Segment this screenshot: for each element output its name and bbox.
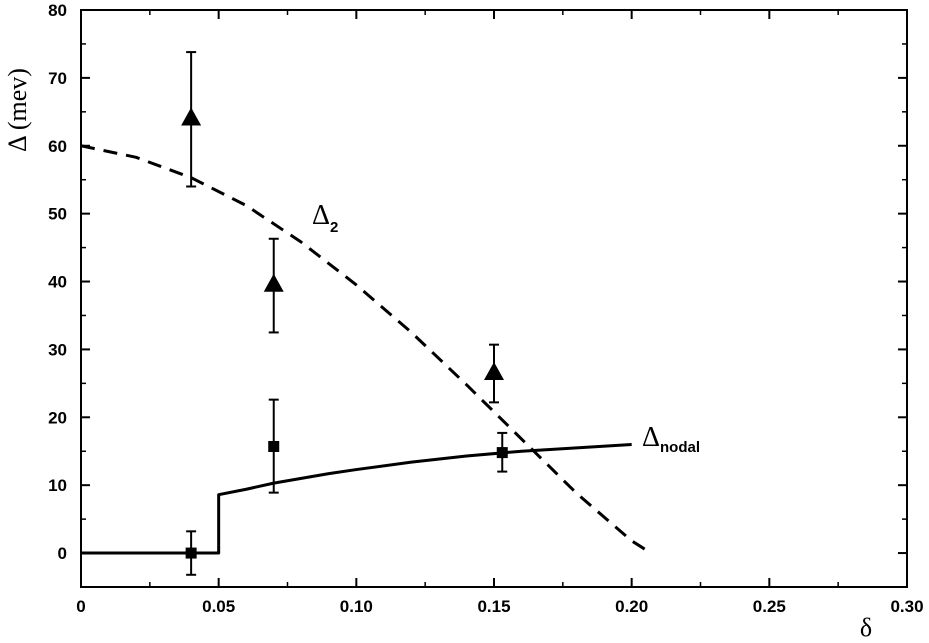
y-tick-label: 10: [48, 476, 67, 495]
series-label-delta-nodal-main: Δ: [642, 422, 660, 453]
x-tick-label: 0.25: [753, 597, 786, 616]
ticks: 0 0.05 0.10 0.15 0.20 0.25 0.30 0 10 20 30 40 50 60 70…: [48, 1, 923, 616]
triangle-marker: [263, 273, 284, 292]
x-tick-label: 0: [76, 597, 85, 616]
square-marker: [185, 547, 197, 559]
x-axis-title: δ: [860, 613, 872, 642]
y-tick-label: 30: [48, 340, 67, 359]
series-label-delta2-main: Δ: [312, 200, 330, 231]
triangle-marker: [181, 107, 202, 126]
series-line-Δ2: [80, 144, 652, 555]
plot-frame: [80, 9, 908, 588]
square-marker: [496, 447, 508, 459]
x-tick-label: 0.10: [340, 597, 373, 616]
x-tick-label: 0.20: [615, 597, 648, 616]
series-label-delta2: Δ2: [312, 200, 338, 236]
y-axis-title: Δ (mev): [3, 68, 32, 152]
y-tick-label: 80: [48, 1, 67, 20]
y-tick-label: 40: [48, 273, 67, 292]
series-label-delta-nodal: Δnodal: [642, 422, 700, 456]
y-tick-label: 50: [48, 205, 67, 224]
x-tick-label: 0.05: [202, 597, 235, 616]
y-tick-label: 0: [58, 544, 67, 563]
series-label-delta2-sub: 2: [330, 219, 338, 236]
series-layer: [80, 144, 652, 555]
markers: [181, 51, 508, 576]
y-tick-label: 20: [48, 408, 67, 427]
series-label-delta-nodal-sub: nodal: [660, 439, 700, 456]
y-tick-label: 70: [48, 69, 67, 88]
y-tick-label: 60: [48, 137, 67, 156]
series-line-Δnodal: [81, 442, 632, 555]
triangle-marker: [484, 362, 504, 381]
x-tick-label: 0.15: [477, 597, 510, 616]
square-marker: [268, 440, 280, 452]
x-tick-label: 0.30: [890, 597, 923, 616]
